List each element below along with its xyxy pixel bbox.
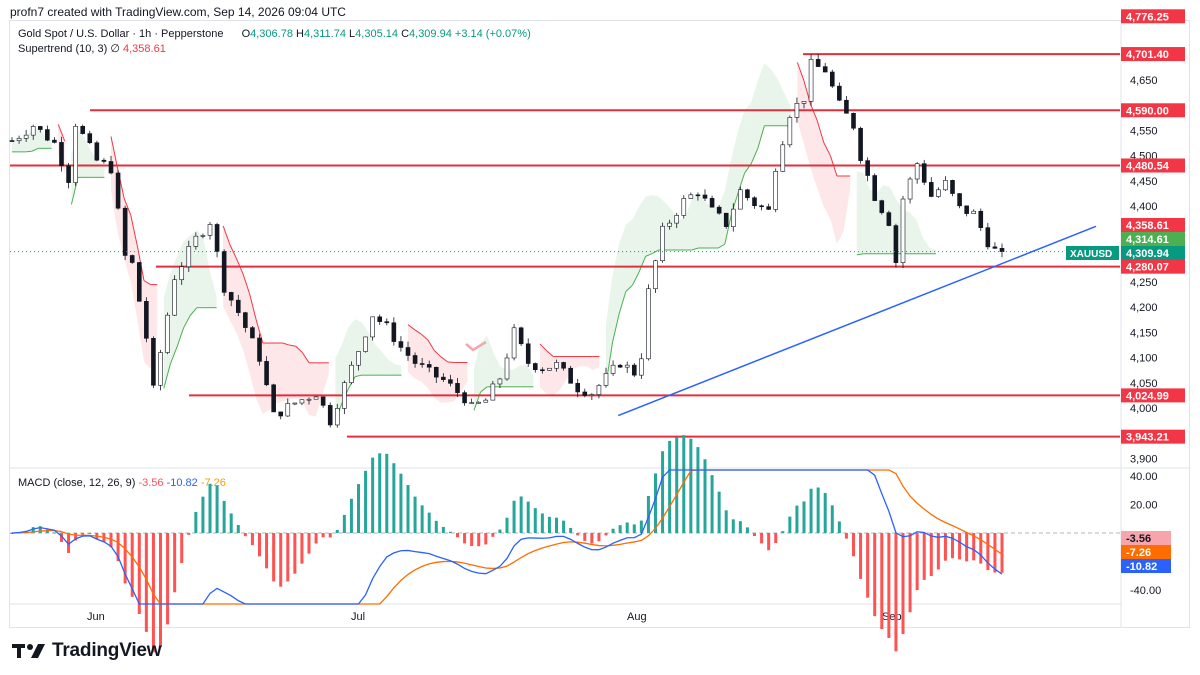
- tradingview-logo-text: TradingView: [52, 640, 162, 661]
- open-value: 4,306.78: [250, 28, 293, 40]
- low-label: L: [349, 28, 356, 40]
- low-value: 4,305.14: [355, 28, 398, 40]
- macd-legend: MACD (close, 12, 26, 9) -3.56 -10.82 -7.…: [18, 477, 226, 489]
- macd-signal-value: -7.26: [200, 477, 226, 489]
- close-label: C: [401, 28, 410, 40]
- price-legend: Gold Spot / U.S. Dollar · 1h · Peppersto…: [18, 28, 531, 40]
- macd-label: MACD (close, 12, 26, 9): [18, 477, 136, 489]
- supertrend-legend: Supertrend (10, 3) ∅ 4,358.61: [18, 42, 166, 55]
- supertrend-label: Supertrend (10, 3): [18, 43, 108, 55]
- tradingview-logo-icon: [12, 644, 45, 658]
- macd-histogram-value: -3.56: [138, 477, 164, 489]
- tradingview-logo: TradingView: [12, 640, 162, 662]
- hidden-eye-icon[interactable]: ∅: [110, 43, 120, 55]
- supertrend-value: 4,358.61: [123, 43, 166, 55]
- open-label: O: [241, 28, 251, 40]
- author-line: profn7 created with TradingView.com, Sep…: [10, 5, 346, 19]
- high-label: H: [296, 28, 304, 40]
- high-value: 4,311.74: [303, 28, 346, 40]
- close-value: 4,309.94: [409, 28, 452, 40]
- chart-frame: [9, 20, 1190, 628]
- instrument-label: Gold Spot / U.S. Dollar · 1h · Peppersto…: [18, 28, 224, 40]
- change-value: +3.14 (+0.07%): [454, 28, 531, 40]
- macd-line-value: -10.82: [166, 477, 198, 489]
